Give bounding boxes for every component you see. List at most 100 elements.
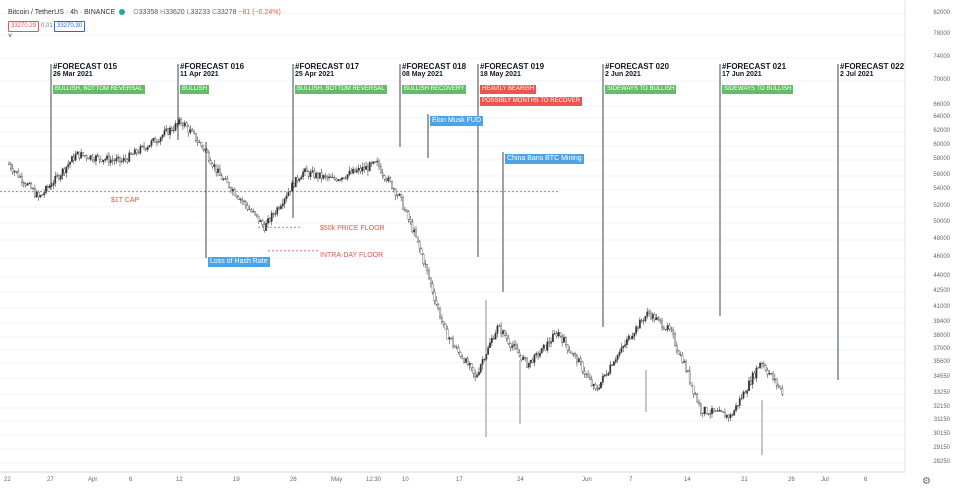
candle-body (507, 337, 510, 344)
candle-body (163, 130, 166, 136)
x-tick-label: 12 (176, 477, 183, 483)
candle-body (455, 347, 458, 349)
candle-body (590, 379, 593, 386)
candle-body (653, 314, 656, 321)
forecast-date: 18 May 2021 (480, 71, 521, 78)
candle-body (468, 363, 471, 366)
candle-body (559, 332, 562, 337)
forecast-tag: SIDEWAYS TO BULLISH (722, 85, 794, 94)
settings-gear-icon[interactable]: ⚙ (922, 476, 931, 487)
forecast-title: #FORECAST 021 (722, 62, 787, 71)
candle-body (418, 241, 421, 249)
candle-body (405, 209, 408, 212)
forecast-tag: BULLISH (180, 85, 210, 94)
candle-body (113, 160, 116, 162)
forecast-title: #FORECAST 022 (840, 62, 905, 71)
x-tick-label: 26 (788, 477, 795, 483)
candle-body (716, 410, 719, 412)
candle-body (231, 188, 234, 192)
symbol-label[interactable]: Bitcoin / TetherUS · 4h · BINANCE (8, 9, 116, 16)
forecast-tag: BULLISH, BOTTOM REVERSAL (53, 85, 145, 94)
candle-body (439, 308, 441, 319)
candle-body (39, 195, 42, 198)
candle-body (679, 354, 682, 356)
candle-body (250, 209, 253, 212)
candle-body (531, 359, 534, 363)
candle-body (616, 354, 619, 360)
candle-body (196, 140, 199, 143)
candle-body (446, 328, 449, 340)
candle-body (8, 163, 10, 165)
candle-body (330, 176, 332, 178)
candle-body (11, 168, 14, 173)
candle-body (58, 175, 60, 180)
x-tick-label: 12:30 (366, 477, 382, 483)
candle-body (233, 188, 236, 196)
sell-price-box[interactable]: 33270.29 (8, 21, 40, 32)
candle-body (733, 410, 736, 416)
candle-body (61, 168, 64, 176)
candle-body (198, 142, 201, 144)
candle-body (738, 398, 741, 406)
x-tick-label: 14 (684, 477, 691, 483)
collapse-chevron-icon[interactable]: ˅ (8, 33, 13, 40)
forecast-date: 2 Jun 2021 (605, 71, 641, 78)
candle-body (313, 170, 316, 178)
candles (8, 116, 784, 455)
candle-body (137, 152, 140, 154)
candle-body (688, 370, 691, 384)
candle-body (172, 129, 175, 131)
candle-body (727, 414, 730, 418)
candle-body (757, 367, 760, 369)
candle-body (28, 183, 31, 185)
candle-body (320, 172, 323, 179)
candle-body (169, 127, 171, 135)
candle-body (394, 188, 397, 196)
forecast-title: #FORECAST 019 (480, 62, 545, 71)
candle-body (416, 236, 419, 242)
candle-body (746, 390, 749, 394)
y-tick-label: 41000 (933, 304, 950, 310)
candle-body (614, 359, 617, 362)
candle-body (450, 337, 453, 339)
candle-body (764, 365, 767, 371)
candle-body (751, 372, 754, 385)
candle-body (692, 385, 695, 394)
candle-body (98, 155, 101, 160)
candle-body (605, 374, 608, 376)
candle-body (22, 182, 25, 185)
candle-body (91, 155, 94, 161)
candle-body (672, 329, 675, 335)
candle-body (72, 156, 75, 161)
candle-body (304, 168, 306, 172)
candle-body (600, 381, 602, 389)
candle-body (448, 337, 451, 340)
candle-body (489, 342, 491, 348)
candle-body (700, 403, 702, 414)
candle-body (651, 314, 654, 319)
buy-price-box[interactable]: 33270.30 (54, 21, 86, 32)
candle-body (452, 338, 454, 347)
candle-body (629, 335, 632, 340)
candle-body (707, 413, 710, 415)
candle-body (37, 191, 40, 198)
candle-body (589, 377, 591, 380)
candle-body (211, 163, 214, 167)
candle-body (709, 413, 712, 415)
candle-body (422, 254, 425, 264)
candle-body (13, 171, 16, 173)
candle-body (561, 335, 564, 343)
forecast-date: 11 Apr 2021 (180, 71, 219, 78)
candle-body (624, 344, 626, 347)
candle-body (267, 218, 269, 224)
y-tick-label: 28250 (933, 459, 950, 465)
candle-body (359, 167, 362, 172)
y-tick-label: 66000 (933, 102, 950, 108)
candle-body (278, 207, 280, 209)
candle-body (557, 332, 560, 337)
candle-body (243, 200, 245, 202)
candle-body (305, 168, 308, 172)
candle-body (115, 158, 118, 162)
y-tick-label: 54000 (933, 186, 950, 192)
